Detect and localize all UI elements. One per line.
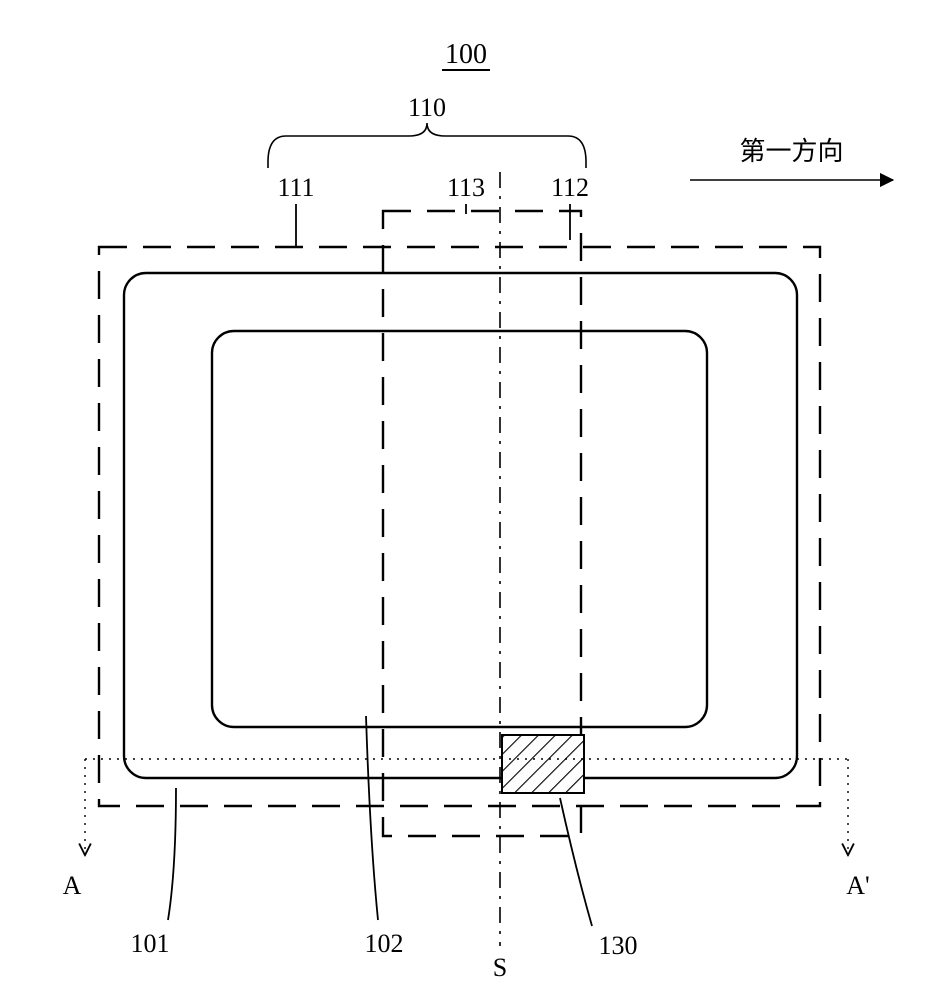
svg-text:A': A' [846, 871, 869, 900]
svg-text:113: 113 [447, 173, 485, 202]
svg-text:130: 130 [599, 931, 638, 960]
svg-text:A: A [63, 871, 82, 900]
svg-text:112: 112 [551, 173, 589, 202]
svg-text:第一方向: 第一方向 [739, 137, 843, 166]
svg-text:101: 101 [131, 929, 170, 958]
svg-text:S: S [493, 953, 507, 982]
svg-text:102: 102 [365, 929, 404, 958]
svg-text:100: 100 [445, 39, 487, 70]
svg-text:111: 111 [277, 173, 314, 202]
svg-text:110: 110 [408, 93, 446, 122]
